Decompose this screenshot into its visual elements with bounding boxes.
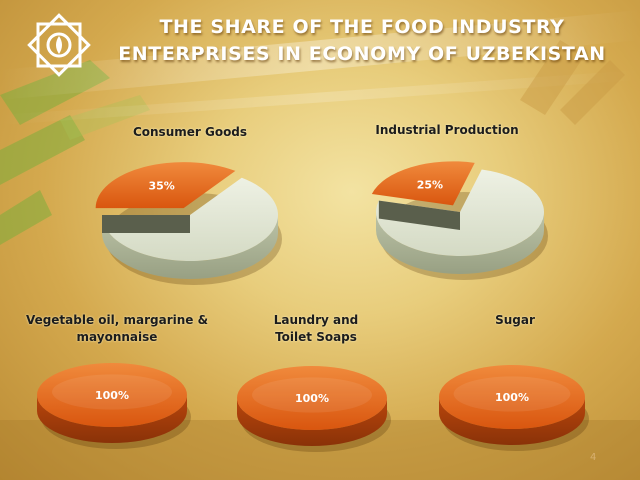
pie-slice-side <box>37 395 187 443</box>
pie-slice-main <box>371 161 475 206</box>
chart-title-industrial-production: Industrial Production <box>375 123 519 137</box>
pie-cut-face <box>378 200 460 230</box>
pie-slice <box>439 365 585 429</box>
logo-icon <box>27 13 91 77</box>
chart-title-soaps: Laundry and Toilet Soaps <box>273 313 359 344</box>
chart-title-sugar: Sugar <box>495 313 535 327</box>
pie-slice-rest-side <box>102 215 278 279</box>
pie-chart-3: 100% <box>37 363 191 449</box>
pie-highlight <box>52 374 172 410</box>
chart-title-vegetable-oil: Vegetable oil, margarine & mayonnaise <box>25 313 209 344</box>
pie-slice <box>237 366 387 430</box>
chart-title-consumer-goods: Consumer Goods <box>132 125 248 139</box>
pie-value-label: 25% <box>417 178 443 191</box>
pie-value-label: 100% <box>295 392 329 405</box>
pie-chart-2: 25% <box>371 161 548 280</box>
pie-chart-4: 100% <box>237 366 391 452</box>
pie-value-label: 35% <box>148 180 174 193</box>
pie-highlight <box>453 376 571 412</box>
pie-slice <box>37 363 187 427</box>
pie-value-label: 100% <box>495 391 529 404</box>
pie-slice-main <box>95 162 236 209</box>
pie-highlight <box>252 377 372 413</box>
pie-value-label: 100% <box>95 389 129 402</box>
page-number: 4 <box>590 452 597 463</box>
pie-chart-5: 100% <box>439 365 589 451</box>
pie-slice-rest-side <box>376 212 544 274</box>
pie-cut-face <box>102 215 190 233</box>
pie-slice-side <box>439 397 585 445</box>
pie-chart-1: 35% <box>95 162 282 285</box>
pie-slice-side <box>237 398 387 446</box>
page-title: THE SHARE OF THE FOOD INDUSTRY ENTERPRIS… <box>118 16 606 65</box>
